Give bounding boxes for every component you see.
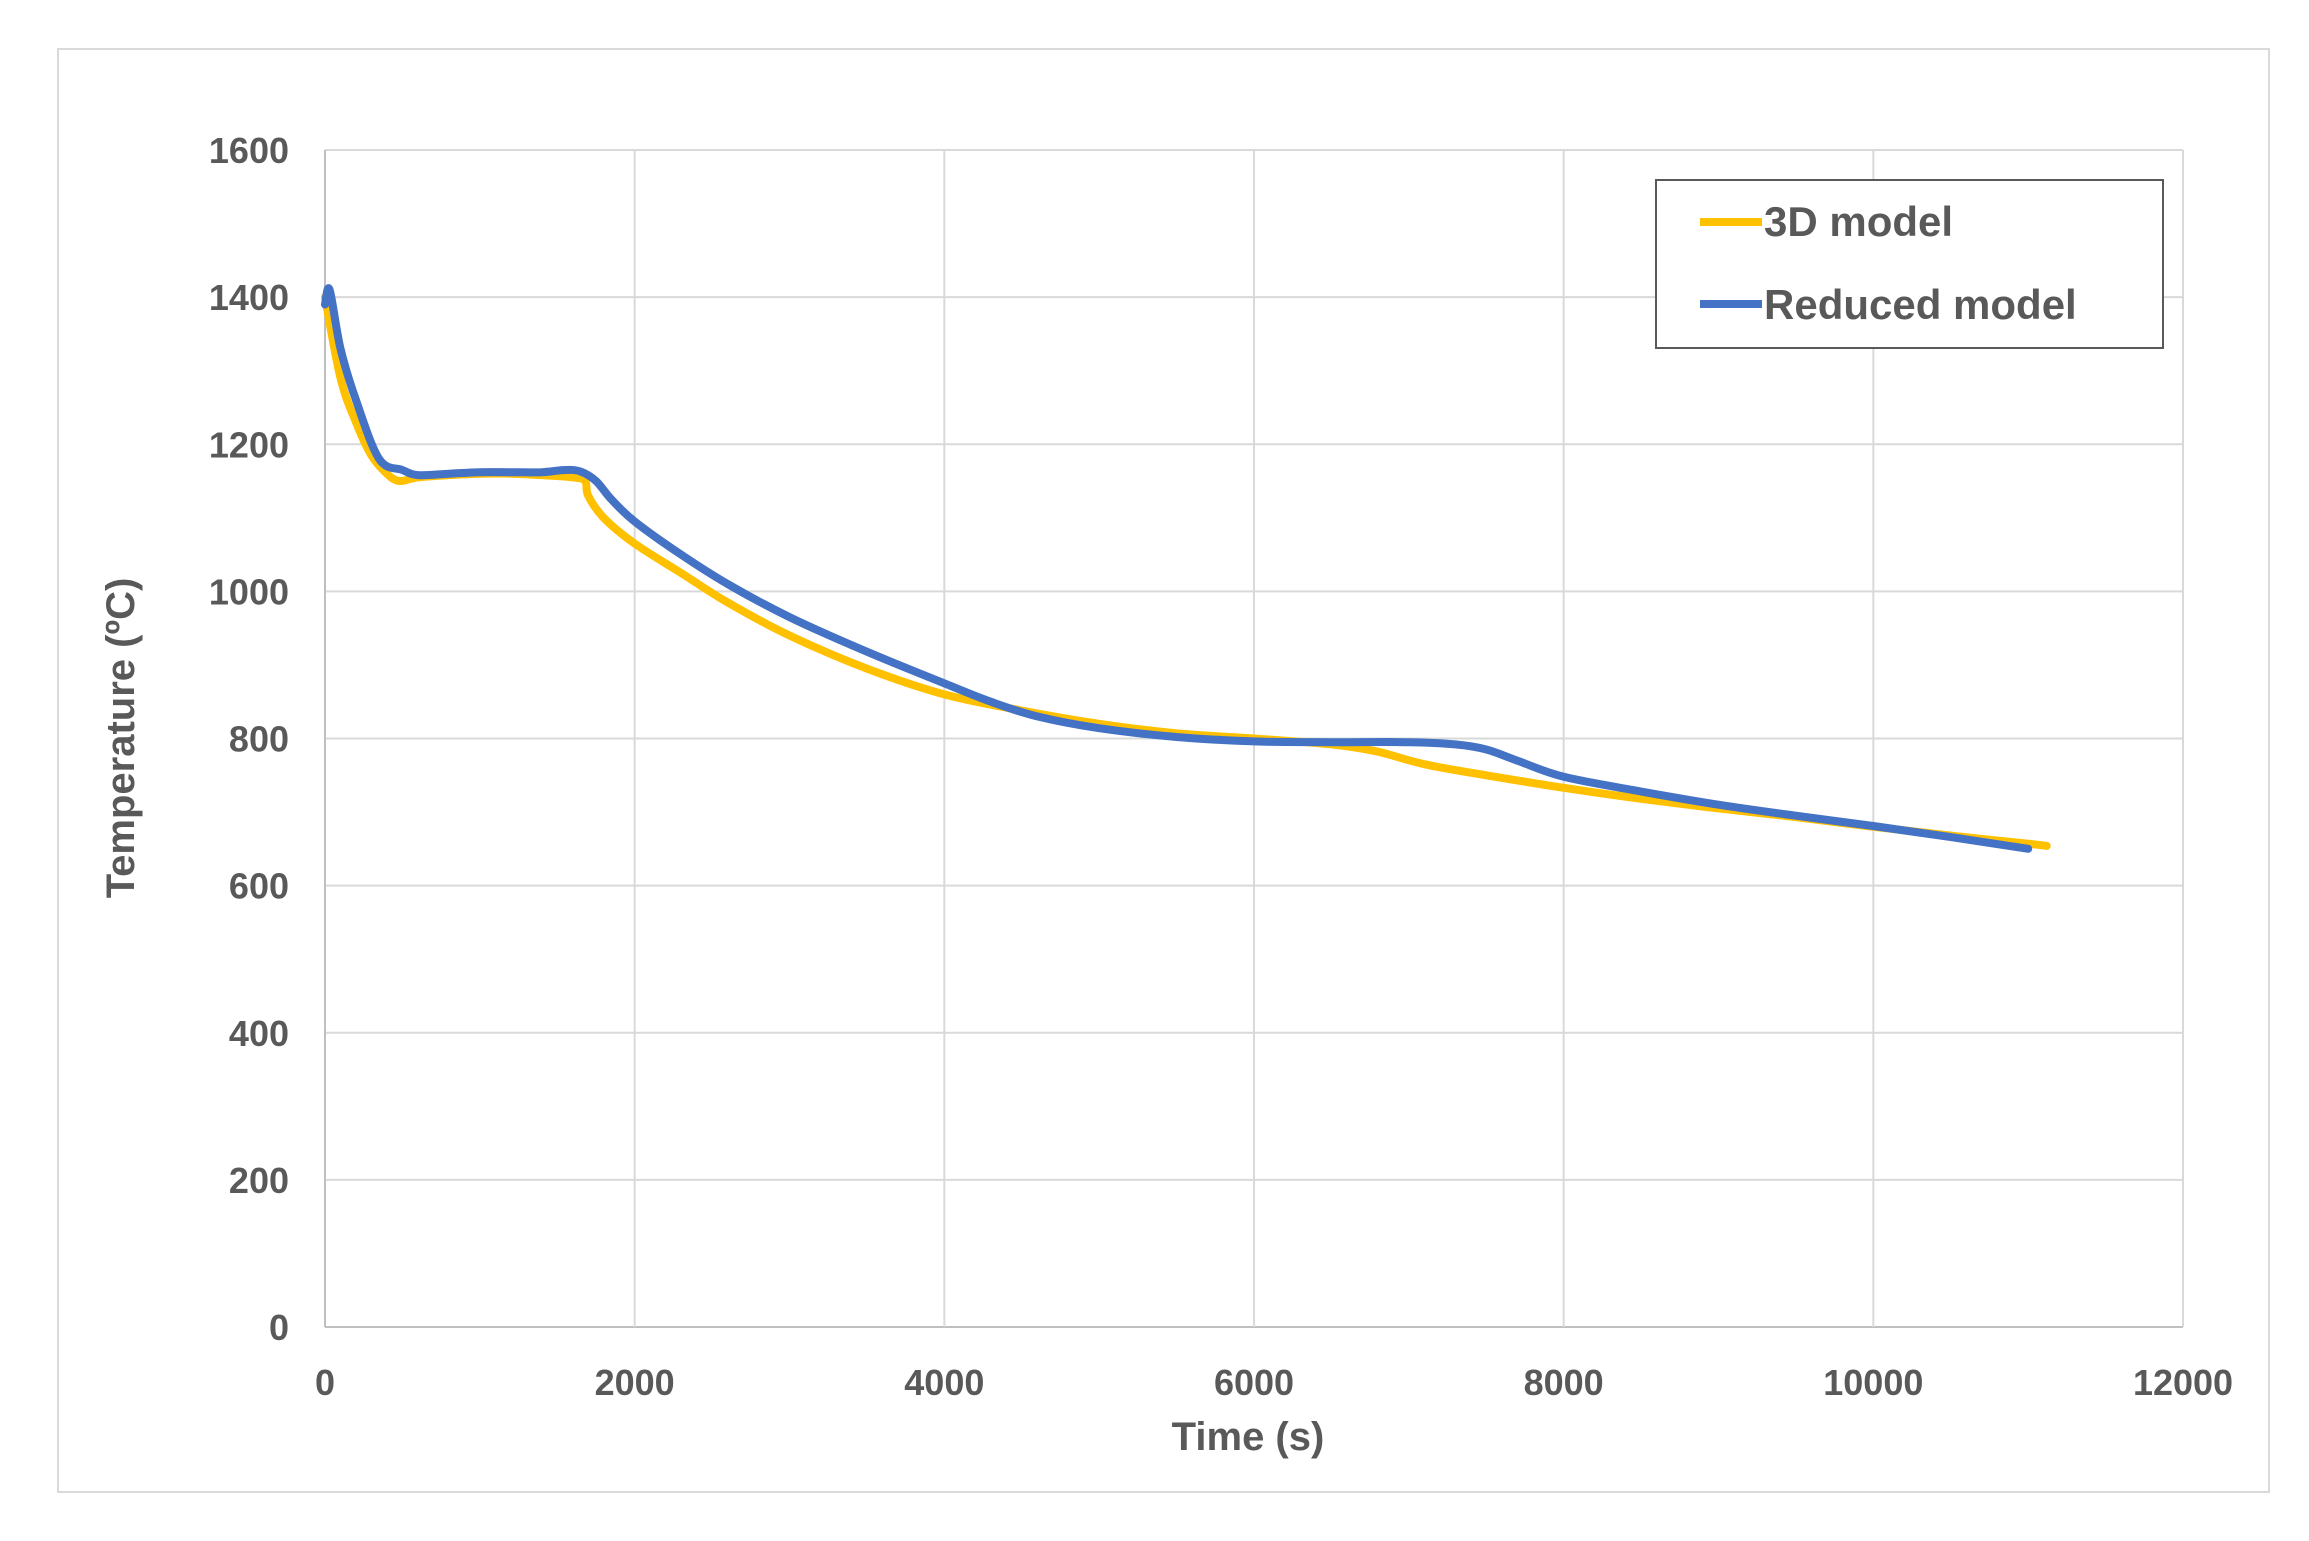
y-tick-label: 800 — [229, 719, 289, 760]
x-tick-label: 10000 — [1823, 1362, 1923, 1403]
x-axis-ticks: 0 2000 4000 6000 8000 10000 12000 — [315, 1362, 2233, 1403]
x-tick-label: 4000 — [904, 1362, 984, 1403]
y-axis-title: Temperature (ºC) — [99, 578, 143, 899]
legend-box — [1655, 179, 2164, 349]
legend: 3D model Reduced model — [1655, 179, 2164, 349]
series-line-3d-model — [321, 293, 2051, 850]
x-tick-label: 2000 — [595, 1362, 675, 1403]
x-tick-label: 12000 — [2133, 1362, 2233, 1403]
series-line-reduced-model — [321, 284, 2033, 853]
y-tick-label: 0 — [269, 1307, 289, 1348]
grid — [324, 149, 2184, 1328]
x-tick-label: 8000 — [1524, 1362, 1604, 1403]
x-tick-label: 6000 — [1214, 1362, 1294, 1403]
y-tick-label: 600 — [229, 866, 289, 907]
series-lines — [321, 284, 2051, 853]
y-tick-label: 1600 — [209, 130, 289, 171]
y-tick-label: 1200 — [209, 424, 289, 465]
legend-label-reduced-model: Reduced model — [1764, 281, 2077, 328]
x-axis-title: Time (s) — [1172, 1415, 1325, 1459]
y-tick-label: 1000 — [209, 571, 289, 612]
y-tick-label: 200 — [229, 1160, 289, 1201]
y-axis-ticks: 0 200 400 600 800 1000 1200 1400 1600 — [209, 130, 289, 1348]
y-tick-label: 400 — [229, 1013, 289, 1054]
legend-label-3d-model: 3D model — [1764, 198, 1953, 245]
x-tick-label: 0 — [315, 1362, 335, 1403]
y-tick-label: 1400 — [209, 277, 289, 318]
